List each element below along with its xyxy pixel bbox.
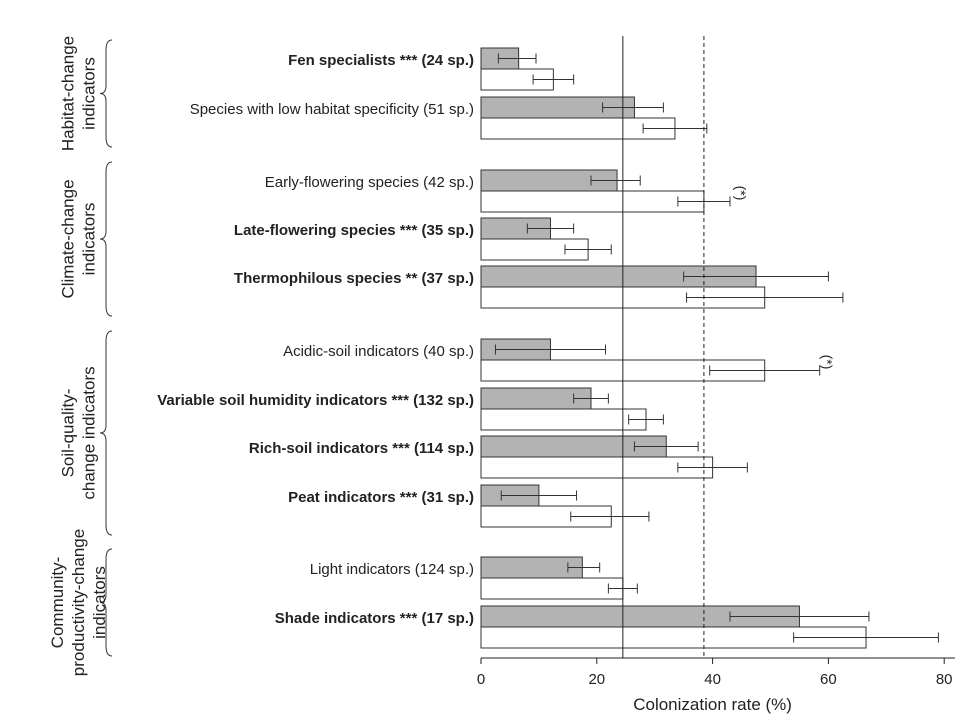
error-bar-white <box>642 123 708 134</box>
group-label: Community-productivity-change indicators <box>48 529 109 676</box>
error-bar-white <box>677 462 748 473</box>
x-axis: 0 20 40 60 80 Colonization rate (%) <box>477 657 955 714</box>
error-bar-white <box>628 414 664 425</box>
group-brace <box>99 39 113 148</box>
error-bar-gray <box>526 223 575 234</box>
group-brace <box>99 161 113 317</box>
group-label-line: indicators <box>80 203 99 276</box>
category-label: Fen specialists *** (24 sp.) <box>288 52 474 69</box>
error-bar-gray <box>500 490 578 501</box>
annotations: (*) (*) <box>733 186 836 370</box>
error-bars <box>494 53 939 643</box>
error-bar-gray <box>602 102 664 113</box>
group-label-line: Climate-change <box>59 179 78 298</box>
group-brace <box>99 548 113 657</box>
error-bar-gray <box>590 175 641 186</box>
x-axis-title: Colonization rate (%) <box>633 695 792 714</box>
category-label: Variable soil humidity indicators *** (1… <box>157 392 474 409</box>
group-label: Climate-change indicators <box>59 179 99 298</box>
x-tick-label: 80 <box>936 671 953 688</box>
group-label-line: Soil-quality- <box>59 389 78 478</box>
bar-gray <box>480 556 583 579</box>
error-bar-white <box>532 74 575 85</box>
group-label-line: change indicators <box>80 366 99 499</box>
group-label: Soil-quality-change indicators <box>59 366 99 499</box>
category-label: Peat indicators *** (31 sp.) <box>288 489 474 506</box>
error-bar-white <box>709 365 821 376</box>
error-bar-gray <box>497 53 537 64</box>
category-label: Rich-soil indicators *** (114 sp.) <box>249 440 474 457</box>
category-labels: Fen specialists *** (24 sp.) Species with… <box>157 52 474 627</box>
group-label-line: Community- <box>48 557 67 649</box>
group-brace <box>99 330 113 536</box>
error-bar-white <box>677 196 731 207</box>
x-tick-label: 60 <box>820 671 837 688</box>
error-bar-white <box>793 632 939 643</box>
error-bar-gray <box>633 441 699 452</box>
group-label-line: indicators <box>80 57 99 130</box>
category-label: Late-flowering species *** (35 sp.) <box>234 222 474 239</box>
category-label: Species with low habitat specificity (51… <box>190 101 474 118</box>
category-label: Shade indicators *** (17 sp.) <box>275 610 474 627</box>
category-label: Thermophilous species ** (37 sp.) <box>234 270 474 287</box>
bar-white <box>480 577 624 600</box>
bar-white <box>480 408 647 431</box>
x-tick-label: 20 <box>588 671 605 688</box>
error-bar-gray <box>729 611 870 622</box>
category-label: Early-flowering species (42 sp.) <box>265 174 474 191</box>
error-bar-gray <box>573 393 609 404</box>
error-bar-white <box>564 244 612 255</box>
group-label-line: indicators <box>90 566 109 639</box>
x-tick-label: 0 <box>477 671 485 688</box>
error-bar-gray <box>494 344 606 355</box>
category-label: Light indicators (124 sp.) <box>310 561 474 578</box>
reference-lines <box>622 36 705 658</box>
error-bar-gray <box>567 562 601 573</box>
error-bar-white <box>570 511 650 522</box>
significance-annotation: (*) <box>820 355 836 370</box>
significance-annotation: (*) <box>733 186 749 201</box>
bar-white <box>480 190 705 213</box>
group-label-line: productivity-change <box>69 529 88 676</box>
group-label-line: Habitat-change <box>59 36 78 151</box>
bars <box>480 47 867 649</box>
error-bar-gray <box>683 271 829 282</box>
group-label: Habitat-change indicators <box>59 36 99 151</box>
x-tick-label: 40 <box>704 671 721 688</box>
category-label: Acidic-soil indicators (40 sp.) <box>283 343 474 360</box>
error-bar-white <box>686 292 844 303</box>
